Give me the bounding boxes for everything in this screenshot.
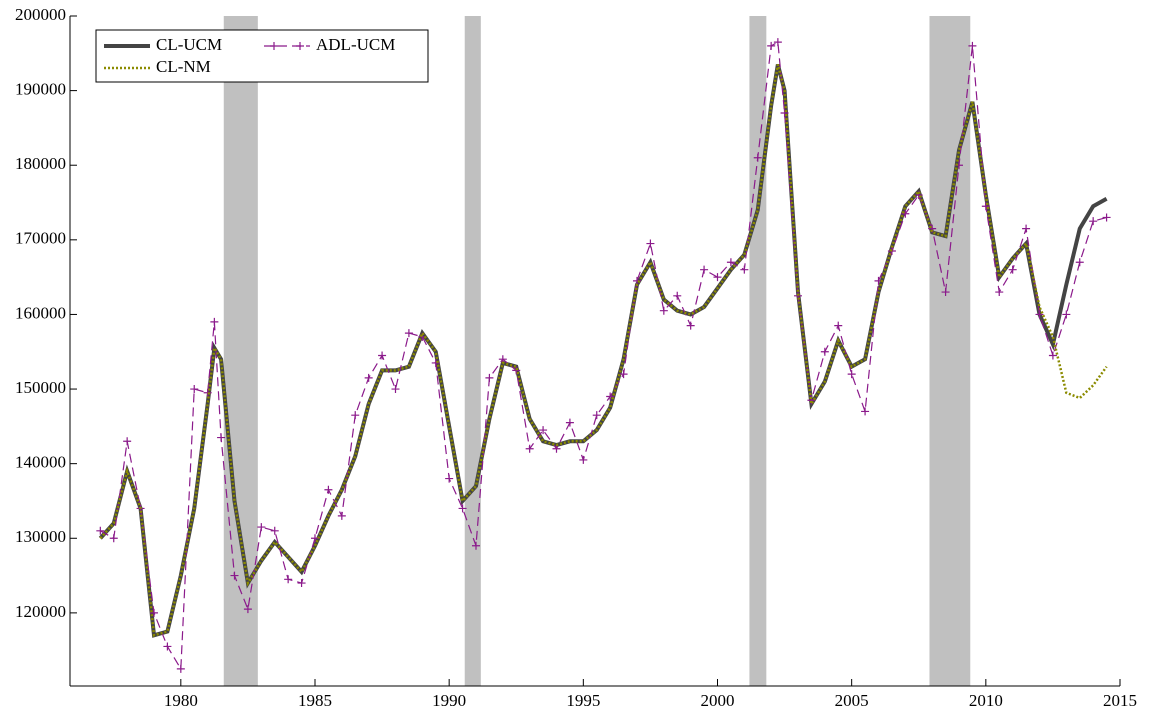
point-marker: [149, 608, 158, 617]
point-marker: [458, 504, 467, 513]
point-marker: [445, 474, 454, 483]
point-marker: [579, 455, 588, 464]
y-tick-label: 130000: [15, 527, 66, 546]
x-tick-label: 2000: [700, 691, 734, 710]
point-marker: [431, 358, 440, 367]
legend-marker: [296, 42, 304, 50]
legend-label: ADL-UCM: [316, 35, 395, 54]
point-marker: [351, 411, 360, 420]
point-marker: [310, 534, 319, 543]
series-line: [100, 41, 1107, 671]
y-tick-label: 160000: [15, 303, 66, 322]
point-marker: [773, 38, 782, 47]
point-marker: [324, 485, 333, 494]
x-tick-label: 2015: [1103, 691, 1137, 710]
point-marker: [780, 108, 789, 117]
point-marker: [1022, 224, 1031, 233]
y-tick-label: 170000: [15, 229, 66, 248]
point-marker: [753, 153, 762, 162]
x-tick-label: 1995: [566, 691, 600, 710]
point-marker: [995, 288, 1004, 297]
legend-label: CL-NM: [156, 57, 211, 76]
point-marker: [364, 373, 373, 382]
y-tick-label: 120000: [15, 602, 66, 621]
point-marker: [337, 511, 346, 520]
x-tick-label: 2005: [835, 691, 869, 710]
point-marker: [378, 351, 387, 360]
point-marker: [109, 534, 118, 543]
recession-band: [223, 16, 258, 686]
point-marker: [700, 265, 709, 274]
point-marker: [834, 321, 843, 330]
point-marker: [1008, 265, 1017, 274]
point-marker: [1035, 310, 1044, 319]
point-marker: [391, 385, 400, 394]
point-marker: [96, 526, 105, 535]
point-marker: [592, 411, 601, 420]
legend: CL-UCM ADL-UCM CL-NM: [95, 29, 429, 83]
legend-marker: [270, 42, 278, 50]
point-marker: [485, 373, 494, 382]
point-marker: [686, 321, 695, 330]
point-marker: [203, 388, 212, 397]
point-marker: [1048, 351, 1057, 360]
legend-label: CL-UCM: [156, 35, 222, 54]
point-marker: [270, 526, 279, 535]
point-marker: [404, 329, 413, 338]
series-line: [99, 64, 1108, 637]
legend-box: [95, 29, 429, 83]
point-marker: [673, 291, 682, 300]
point-marker: [713, 273, 722, 282]
y-tick-label: 150000: [15, 378, 66, 397]
y-tick-label: 180000: [15, 154, 66, 173]
point-marker: [981, 202, 990, 211]
point-marker: [606, 392, 615, 401]
point-marker: [230, 571, 239, 580]
x-tick-label: 2010: [969, 691, 1003, 710]
point-marker: [619, 370, 628, 379]
point-marker: [740, 265, 749, 274]
point-marker: [176, 664, 185, 673]
recession-band: [929, 16, 971, 686]
recession-band: [749, 16, 767, 686]
point-marker: [659, 306, 668, 315]
point-marker: [861, 407, 870, 416]
recession-band: [464, 16, 481, 686]
point-marker: [539, 426, 548, 435]
point-marker: [190, 385, 199, 394]
x-tick-label: 1985: [298, 691, 332, 710]
point-marker: [646, 239, 655, 248]
point-marker: [941, 288, 950, 297]
point-marker: [820, 347, 829, 356]
point-marker: [1089, 217, 1098, 226]
point-marker: [847, 370, 856, 379]
point-marker: [257, 523, 266, 532]
point-marker: [217, 433, 226, 442]
point-marker: [471, 541, 480, 550]
point-marker: [1062, 310, 1071, 319]
x-tick-label: 1980: [164, 691, 198, 710]
point-marker: [525, 444, 534, 453]
point-marker: [163, 642, 172, 651]
y-tick-label: 140000: [15, 453, 66, 472]
point-marker: [243, 605, 252, 614]
point-marker: [726, 258, 735, 267]
point-marker: [767, 41, 776, 50]
point-marker: [123, 437, 132, 446]
point-marker: [901, 209, 910, 218]
y-tick-label: 200000: [15, 5, 66, 24]
point-marker: [284, 575, 293, 584]
x-tick-label: 1990: [432, 691, 466, 710]
point-marker: [297, 579, 306, 588]
point-marker: [968, 41, 977, 50]
point-marker: [565, 418, 574, 427]
point-marker: [210, 317, 219, 326]
point-marker: [1075, 258, 1084, 267]
y-tick-label: 190000: [15, 80, 66, 99]
point-marker: [1102, 213, 1111, 222]
